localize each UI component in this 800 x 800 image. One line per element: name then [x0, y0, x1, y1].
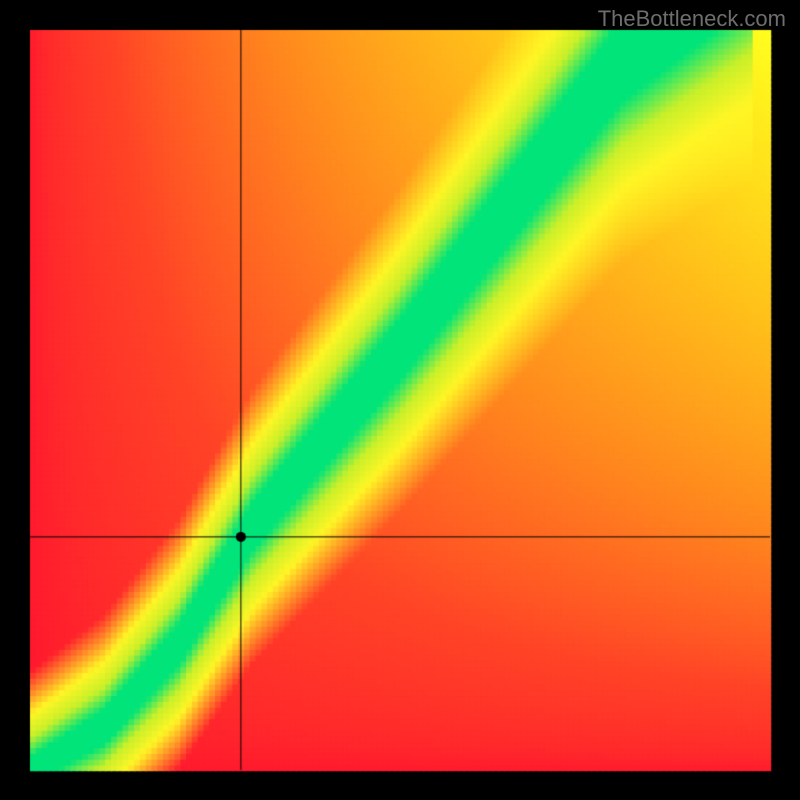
- watermark-text: TheBottleneck.com: [598, 6, 786, 32]
- chart-container: TheBottleneck.com: [0, 0, 800, 800]
- heatmap-canvas: [0, 0, 800, 800]
